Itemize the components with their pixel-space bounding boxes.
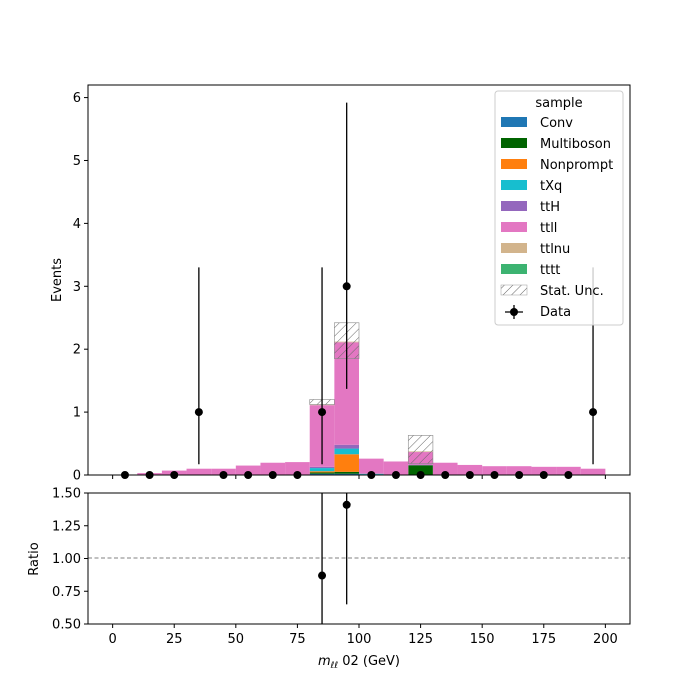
bar-tth-12 xyxy=(408,464,433,466)
legend-label-tttt: tttt xyxy=(540,263,560,278)
bar-txq-8 xyxy=(309,468,335,472)
bar-ttll-5 xyxy=(235,465,261,475)
ratio-xtick-label-8: 200 xyxy=(593,632,618,647)
legend-label-nonprompt: Nonprompt xyxy=(540,158,613,173)
ratio-xtick-label-7: 175 xyxy=(531,632,556,647)
bar-ttll-17 xyxy=(531,466,557,475)
legend-swatch-nonprompt xyxy=(501,159,527,169)
ratio-xtick-label-5: 125 xyxy=(408,632,433,647)
ratio-xtick-label-0: 0 xyxy=(108,632,116,647)
ratio-y-label: Ratio xyxy=(27,542,42,575)
bar-multiboson-9 xyxy=(334,471,359,474)
bar-ttll-6 xyxy=(260,462,286,475)
legend-swatch-tttt xyxy=(501,264,527,274)
bar-tth-9 xyxy=(334,444,359,449)
ratio-ytick-label-3: 1.25 xyxy=(52,519,81,534)
bar-multiboson-8 xyxy=(309,472,335,474)
x-axis-label-rest: 02 (GeV) xyxy=(338,654,400,669)
legend-items: Conv Multiboson Nonprompt tXq ttH ttll ttlnu tt… xyxy=(500,116,613,320)
legend-data-marker xyxy=(510,308,518,316)
ratio-xtick-label-4: 100 xyxy=(347,632,372,647)
data-point-8 xyxy=(318,408,327,417)
legend-title: sample xyxy=(535,96,582,111)
main-ytick-label-0: 0 xyxy=(73,469,81,484)
bar-ttll-19 xyxy=(580,468,606,475)
bar-ttll-11 xyxy=(383,461,409,475)
ratio-point-1 xyxy=(342,500,351,509)
legend-label-data: Data xyxy=(540,305,571,320)
ratio-x-ticks: 0 25 50 75 100 125 150 175 200 xyxy=(108,624,618,647)
bar-conv-8 xyxy=(309,473,335,475)
legend-swatch-ttlnu xyxy=(501,243,527,253)
ratio-ytick-label-1: 0.75 xyxy=(52,585,81,600)
bar-txq-9 xyxy=(334,448,359,455)
ratio-xtick-label-2: 50 xyxy=(228,632,245,647)
bar-ttll-15 xyxy=(482,466,507,475)
data-point-3 xyxy=(194,408,203,417)
main-ytick-label-6: 6 xyxy=(73,91,81,106)
bar-ttll-7 xyxy=(285,462,310,475)
main-y-ticks: 0 1 2 3 4 5 6 xyxy=(73,91,88,484)
ratio-ytick-label-2: 1.00 xyxy=(52,552,81,567)
legend-label-conv: Conv xyxy=(540,116,573,131)
main-ytick-label-5: 5 xyxy=(73,154,81,169)
bar-nonprompt-8 xyxy=(309,471,335,473)
main-ytick-label-2: 2 xyxy=(73,343,81,358)
legend-swatch-multiboson xyxy=(501,138,527,148)
data-point-9 xyxy=(342,282,351,291)
bar-ttll-13 xyxy=(432,462,458,475)
stacked-histogram xyxy=(137,341,606,475)
ratio-xtick-label-1: 25 xyxy=(166,632,183,647)
legend-swatch-txq xyxy=(501,180,527,190)
data-point-19 xyxy=(589,408,598,417)
legend-label-ttll: ttll xyxy=(540,221,557,236)
ratio-xtick-label-6: 150 xyxy=(470,632,495,647)
main-y-label: Events xyxy=(50,258,65,302)
bar-tth-8 xyxy=(309,466,335,469)
bar-conv-9 xyxy=(334,473,359,475)
ratio-y-ticks: 0.50 0.75 1.00 1.25 1.50 xyxy=(52,487,88,633)
main-x-ticks xyxy=(112,475,606,479)
legend-label-stat-unc: Stat. Unc. xyxy=(540,284,604,299)
legend-label-ttlnu: ttlnu xyxy=(540,242,570,257)
x-axis-label-main: m xyxy=(318,654,331,669)
bar-ttll-3 xyxy=(186,468,212,475)
stat-unc-band-12 xyxy=(407,435,434,464)
ratio-xtick-label-3: 75 xyxy=(289,632,306,647)
ratio-ytick-label-0: 0.50 xyxy=(52,618,81,633)
legend-label-txq: tXq xyxy=(540,179,562,194)
main-ytick-label-4: 4 xyxy=(73,217,81,232)
legend-swatch-tth xyxy=(501,201,527,211)
ratio-ytick-label-4: 1.50 xyxy=(52,487,81,502)
ratio-point-0 xyxy=(318,571,327,580)
legend-label-tth: ttH xyxy=(540,200,560,215)
x-axis-label: mℓℓ 02 (GeV) xyxy=(318,654,400,671)
main-plot: 0 1 2 3 4 5 6 Events xyxy=(50,84,631,484)
legend-swatch-conv xyxy=(501,117,527,127)
ratio-points xyxy=(318,493,351,624)
bar-ttll-16 xyxy=(506,466,532,475)
bar-ttll-10 xyxy=(359,458,384,474)
legend: sample Conv Multiboson Nonprompt tXq ttH ttll… xyxy=(494,90,624,326)
legend-swatch-ttll xyxy=(501,222,527,232)
bar-ttll-18 xyxy=(556,466,581,475)
main-ytick-label-3: 3 xyxy=(73,280,81,295)
x-axis-label-sub: ℓℓ xyxy=(330,661,338,671)
bar-multiboson-12 xyxy=(408,465,433,475)
bar-ttll-14 xyxy=(457,464,483,475)
legend-swatch-stat-unc xyxy=(500,284,528,296)
main-ytick-label-1: 1 xyxy=(73,406,81,421)
ratio-plot: 0.50 0.75 1.00 1.25 1.50 0 25 50 75 100 125 150 175… xyxy=(27,487,631,671)
legend-label-multiboson: Multiboson xyxy=(540,137,611,152)
bar-nonprompt-9 xyxy=(334,454,359,472)
